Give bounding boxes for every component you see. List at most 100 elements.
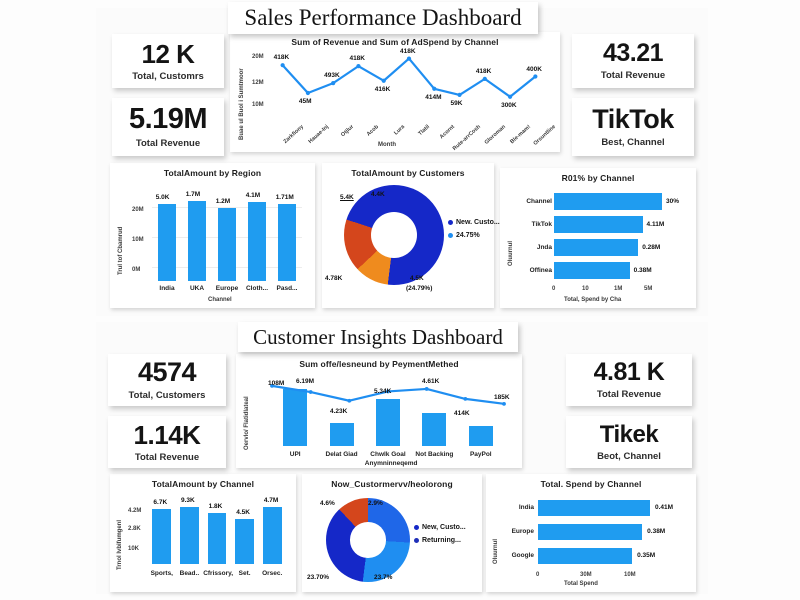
bar — [262, 506, 282, 564]
kpi-value: 1.14K — [133, 419, 201, 450]
y-tick: 12M — [252, 80, 264, 86]
bar — [554, 216, 643, 233]
kpi-card-total-customers-2[interactable]: 4574 Total, Customers — [108, 354, 226, 406]
kpi-card-total-revenue-secondary-2[interactable]: 4.81 K Total Revenue — [566, 354, 692, 406]
data-label: 4.1M — [245, 192, 261, 200]
data-label: 1.8K — [208, 502, 223, 510]
data-label: 5.0K — [155, 193, 170, 201]
kpi-card-total-revenue-2[interactable]: 1.14K Total Revenue — [108, 416, 226, 468]
donut-hole — [350, 522, 386, 558]
kpi-card-total-customers[interactable]: 12 K Total, Customrs — [112, 34, 224, 88]
legend-item[interactable]: New. Custo... — [448, 219, 500, 226]
chart-title: TotalAmount by Region — [163, 168, 262, 178]
kpi-label: Total Revenue — [134, 451, 200, 463]
data-label: 418K — [400, 47, 416, 55]
data-label: 9.3K — [181, 496, 195, 504]
data-label: 300K — [501, 101, 517, 109]
chart-title: TotalAmount by Customers — [351, 168, 465, 178]
x-tick: Bead.. — [179, 570, 200, 577]
kpi-card-total-revenue-secondary[interactable]: 43.21 Total Revenue — [572, 34, 694, 88]
data-label: 4.5K — [236, 508, 250, 516]
kpi-value: 4574 — [137, 357, 197, 387]
legend-item[interactable]: 24.75% — [448, 232, 480, 239]
y-tick: Europe — [511, 528, 534, 535]
data-label-sub: (24.79%) — [406, 285, 433, 292]
bar — [538, 523, 643, 541]
data-label: 414K — [454, 410, 470, 417]
x-tick: 5M — [644, 286, 653, 292]
chart-total-spend-by-channel[interactable]: Total. Spend by Channel Oluurnul 0.41M 0.… — [486, 474, 696, 592]
data-label: 4.7M — [263, 496, 279, 504]
kpi-card-best-channel-2[interactable]: Tikek Beot, Channel — [566, 416, 692, 468]
x-tick: 0 — [536, 572, 540, 578]
plot-area: 0.41M 0.38M 0.35M — [538, 496, 673, 568]
chart-totalamount-by-channel[interactable]: TotalAmount by Channel Trnol Ivbifumgenl… — [110, 474, 296, 592]
kpi-label: Total, Customers — [128, 390, 206, 401]
kpi-label: Best, Channel — [601, 137, 665, 148]
legend-item[interactable]: New, Custo... — [414, 524, 466, 531]
data-label: 108M — [268, 380, 285, 387]
kpi-value: 4.81 K — [593, 358, 665, 386]
legend-label: New. Custo... — [456, 219, 500, 226]
data-label: 5.34K — [374, 388, 392, 395]
bar — [422, 413, 447, 446]
data-label: 30% — [666, 197, 680, 205]
data-label: 1.71M — [275, 194, 294, 202]
kpi-value: Tikek — [599, 420, 659, 448]
y-tick: Google — [511, 552, 534, 559]
y-tick: 20M — [132, 207, 144, 213]
data-label: 493K — [324, 72, 340, 80]
chart-title: Sum offe/lesneund by PeymentMethed — [299, 359, 459, 369]
y-axis-title: Trnol Ivbifumgenl — [117, 519, 123, 570]
legend-swatch — [448, 220, 453, 225]
data-label: 4.11M — [646, 220, 665, 228]
legend-swatch — [414, 538, 419, 543]
x-tick: 1M — [614, 286, 623, 292]
x-tick: Set. — [238, 570, 251, 577]
plot-area: 5.0K 1.7M 1.2M 4.1M 1.71M — [152, 191, 302, 281]
data-label: 4.5K — [410, 275, 424, 282]
data-label: 0.38M — [633, 266, 652, 274]
data-label: 185K — [494, 394, 510, 401]
x-axis-title: Month — [378, 142, 396, 148]
bar — [538, 547, 633, 565]
legend-swatch — [414, 525, 419, 530]
data-label: 4.6% — [320, 500, 335, 507]
bar — [468, 425, 493, 446]
kpi-card-best-channel[interactable]: TikTok Best, Channel — [572, 98, 694, 156]
chart-revenue-adspend-line[interactable]: Sum of Revenue and Sum of AdSpend by Cha… — [230, 32, 560, 152]
plot-area: 108M 6.19M 4.23K 5.34K 4.61K 414K 185K — [268, 378, 510, 446]
y-tick: 10K — [128, 546, 140, 552]
bar — [554, 193, 662, 210]
chart-title: Total. Spend by Channel — [540, 479, 642, 489]
x-tick: UPI — [289, 451, 301, 458]
bar — [375, 398, 401, 446]
chart-new-vs-returning[interactable]: Now_Custormervv/heolorong 4.6% 2.9% 23.70%… — [302, 474, 482, 592]
y-tick: Jnda — [536, 243, 552, 251]
chart-payment-method[interactable]: Sum offe/lesneund by PeymentMethed Oervl… — [236, 354, 522, 468]
bar — [235, 518, 254, 564]
y-tick: 4.2M — [128, 508, 142, 514]
chart-title: R01% by Channel — [561, 173, 635, 183]
data-label: 2.9% — [368, 500, 383, 507]
chart-totalamount-by-region[interactable]: TotalAmount by Region Trul tof Cbamrud 5… — [110, 163, 315, 308]
chart-totalamount-by-customers[interactable]: TotalAmount by Customers 5.4K 4.4K 4.78K 4.… — [322, 163, 500, 308]
plot-area: 6.7K 9.3K 1.8K 4.5K 4.7M — [148, 497, 286, 564]
kpi-label: Total Revenue — [135, 138, 201, 149]
legend-item[interactable]: Returning... — [414, 537, 461, 544]
bar — [217, 207, 237, 281]
data-label: 416K — [374, 85, 391, 93]
data-label: 5.4K — [340, 194, 354, 201]
kpi-label: Total, Customrs — [132, 70, 204, 82]
x-tick: 10 — [582, 286, 589, 292]
x-tick: Delat Giad — [325, 451, 358, 458]
kpi-card-total-revenue[interactable]: 5.19M Total Revenue — [112, 98, 224, 156]
chart-roi-by-channel[interactable]: R01% by Channel Oluurnul 30% 4.11M 0.28M 0.… — [500, 168, 696, 308]
y-tick: 2.8K — [128, 526, 141, 532]
legend-swatch — [448, 233, 453, 238]
bar — [187, 201, 207, 281]
data-label: 4.61K — [422, 378, 440, 385]
x-tick: Not Backing — [415, 451, 454, 458]
data-label: 400K — [526, 65, 542, 73]
